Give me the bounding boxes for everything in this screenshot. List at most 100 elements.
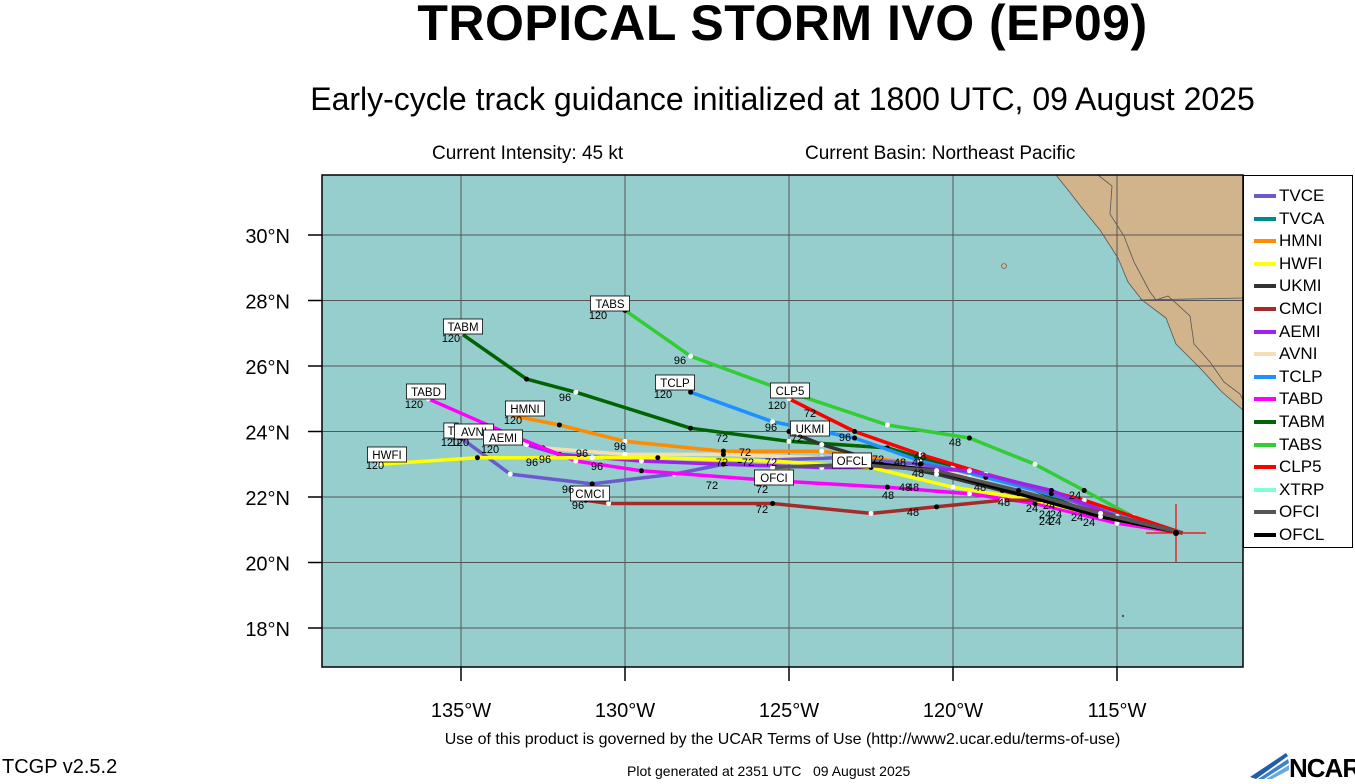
track-point <box>770 465 776 471</box>
legend-label: TABD <box>1279 389 1324 409</box>
legend-label: AEMI <box>1279 321 1321 341</box>
track-end-label-box <box>754 469 795 486</box>
forecast-hour-label: 24 <box>1026 503 1038 515</box>
track-point <box>852 435 858 441</box>
track-end-label: UKMI <box>796 424 825 436</box>
forecast-hour-label: 48 <box>912 468 924 480</box>
legend-label: OFCI <box>1279 502 1320 522</box>
track-end-label: AVNI <box>461 427 487 439</box>
track-point <box>524 376 530 382</box>
current-basin: Current Basin: Northeast Pacific <box>805 143 1076 164</box>
forecast-hour-label: 24 <box>1071 512 1083 524</box>
ncar-logo-text: NCAR <box>1289 753 1355 783</box>
track-end-label: TABS <box>595 299 625 311</box>
track-end-label: T <box>447 426 454 438</box>
track-end-label-box <box>442 318 483 335</box>
legend-swatch <box>1254 194 1276 198</box>
island-small <box>1121 614 1125 618</box>
lat-label: 26°N <box>245 357 290 379</box>
track-point <box>770 458 776 464</box>
track-end-label-box <box>590 295 631 312</box>
track-end-label-box <box>482 429 523 446</box>
forecast-hour-label: 96 <box>576 448 588 460</box>
page-subtitle: Early-cycle track guidance initialized a… <box>310 81 1255 117</box>
track-end-label: HMNI <box>510 404 539 416</box>
track-end-label: CMCI <box>575 489 604 501</box>
track-point <box>884 484 890 490</box>
track-point <box>376 461 382 467</box>
track-point <box>655 455 661 461</box>
forecast-hour-label: 120 <box>481 444 499 456</box>
forecast-hour-label: 72 <box>716 433 728 445</box>
page-title: TROPICAL STORM IVO (EP09) <box>417 0 1148 51</box>
track-end-label-box <box>504 400 545 417</box>
legend-swatch <box>1254 261 1276 266</box>
track-point <box>966 491 972 497</box>
forecast-hour-label: 96 <box>765 422 777 434</box>
forecast-hour-label: 120 <box>451 437 469 449</box>
legend: TVCE TVCA HMNI HWFI UKMI CMCI AEMI AVNI TCLP TABD… <box>1243 175 1353 548</box>
track-point <box>688 389 694 395</box>
track-point <box>934 468 940 474</box>
forecast-hour-label: 48 <box>949 437 961 449</box>
forecast-hour-label: 96 <box>562 484 574 496</box>
track-end-label: TCLP <box>660 378 690 390</box>
legend-swatch <box>1254 487 1276 492</box>
track-end-label-box <box>570 485 611 502</box>
track-end-label-box <box>655 374 696 391</box>
legend-swatch <box>1254 307 1276 311</box>
forecast-hour-label: 72 <box>756 484 768 496</box>
forecast-hour-label: 72 <box>872 454 884 466</box>
forecast-hour-label: 48 <box>882 490 894 502</box>
legend-swatch <box>1254 420 1276 424</box>
lat-label: 22°N <box>245 488 290 510</box>
forecast-hour-label: 48 <box>894 457 906 469</box>
legend-swatch <box>1254 239 1276 244</box>
track-point <box>1016 487 1022 493</box>
forecast-hour-label: 120 <box>405 399 423 411</box>
legend-label: OFCL <box>1279 525 1325 544</box>
lat-label: 20°N <box>245 554 290 576</box>
lat-label: 18°N <box>245 619 290 641</box>
legend-swatch <box>1254 510 1276 515</box>
lon-label: 125°W <box>759 700 819 722</box>
track-point <box>1048 487 1054 493</box>
track-point <box>720 451 726 457</box>
track-point <box>1081 487 1087 493</box>
track-end-label-box <box>405 383 446 400</box>
forecast-hour-label: 96 <box>572 500 584 512</box>
track-point <box>474 455 480 461</box>
track-point <box>852 429 858 434</box>
legend-label: HMNI <box>1279 231 1323 251</box>
forecast-hour-label: 72 <box>716 457 728 469</box>
track-point <box>966 435 972 441</box>
legend-label: TABS <box>1279 434 1323 454</box>
lon-label: 115°W <box>1088 700 1147 722</box>
track-point <box>589 481 595 487</box>
track-end-label: AEMI <box>489 433 517 445</box>
legend-label: CLP5 <box>1279 457 1322 477</box>
track-end-label: OFCL <box>837 456 868 468</box>
forecast-hour-label: 72 <box>756 504 768 516</box>
track-point <box>884 422 890 428</box>
forecast-hour-label: 120 <box>589 310 607 322</box>
ncar-logo <box>1250 753 1289 779</box>
forecast-hour-label: 24 <box>1049 516 1061 528</box>
forecast-hour-label: 48 <box>974 482 986 494</box>
forecast-hour-label: 96 <box>539 454 551 466</box>
version-label: TCGP v2.5.2 <box>2 756 118 778</box>
track-point <box>622 451 628 457</box>
forecast-hour-label: 120 <box>768 400 786 412</box>
track-point <box>606 501 612 507</box>
track-point <box>1098 510 1104 516</box>
legend-swatch <box>1254 374 1276 379</box>
storm-current-position <box>1173 530 1179 536</box>
track-end-label: TABD <box>411 387 441 399</box>
forecast-hour-label: 120 <box>654 389 672 401</box>
track-point <box>950 484 956 490</box>
track-point <box>934 504 940 510</box>
track-end-label: OFCI <box>760 473 787 485</box>
legend-label: HWFI <box>1279 253 1323 273</box>
forecast-hour-label: 96 <box>526 457 538 469</box>
